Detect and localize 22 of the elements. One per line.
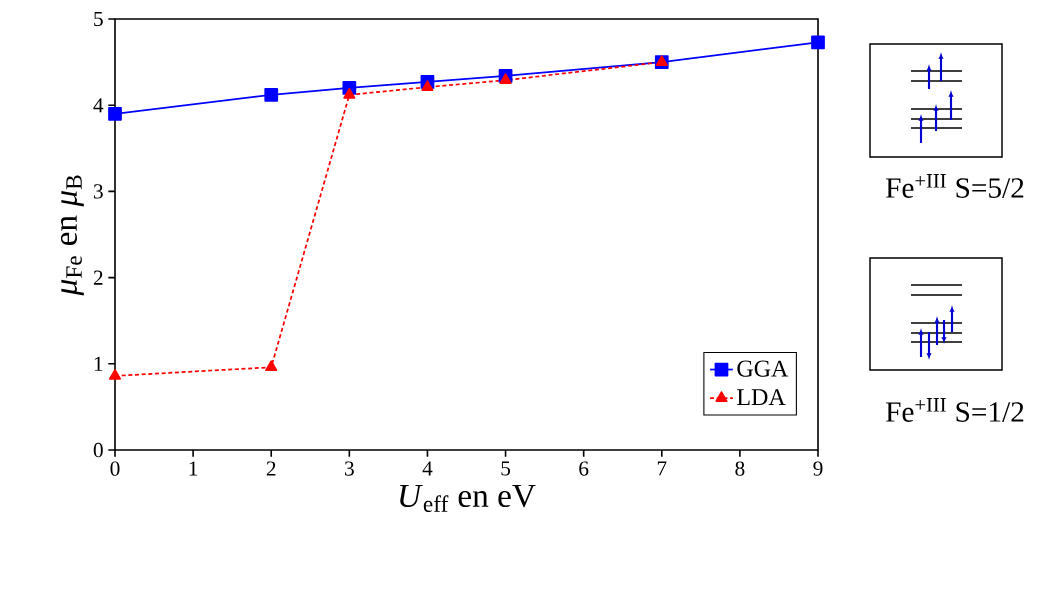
y-tick-label: 4 [93, 98, 104, 113]
x-tick-label: 1 [189, 461, 198, 476]
x-tick-label: 4 [422, 461, 433, 476]
text: Fe$^{+III}$ S=5/2 [885, 174, 1024, 198]
x-tick-label: 0 [110, 461, 120, 476]
text: Fe$^{+III}$ S=1/2 [885, 398, 1024, 422]
x-tick-label: 6 [579, 461, 589, 476]
y-tick-label: 0 [93, 442, 103, 458]
y-tick-label: 5 [94, 11, 103, 27]
y-tick-label: 3 [93, 184, 103, 199]
x-tick-label: 7 [657, 461, 667, 476]
y-tick-label: 1 [94, 356, 103, 371]
x-tick-label: 9 [813, 461, 823, 476]
x-tick-label: 8 [735, 461, 745, 476]
x-tick-label: 3 [345, 461, 354, 476]
legend-label: LDA [737, 389, 786, 406]
y-tick-label: 2 [93, 270, 103, 285]
legend-label: GGA [737, 360, 789, 377]
x-tick-label: 5 [501, 461, 511, 476]
y-axis-title: μ$_{Fe}$ en μ$_{B}$ [60, 175, 84, 296]
x-axis-title: U$_{eff}$ en eV [400, 484, 536, 512]
x-tick-label: 2 [266, 461, 276, 476]
